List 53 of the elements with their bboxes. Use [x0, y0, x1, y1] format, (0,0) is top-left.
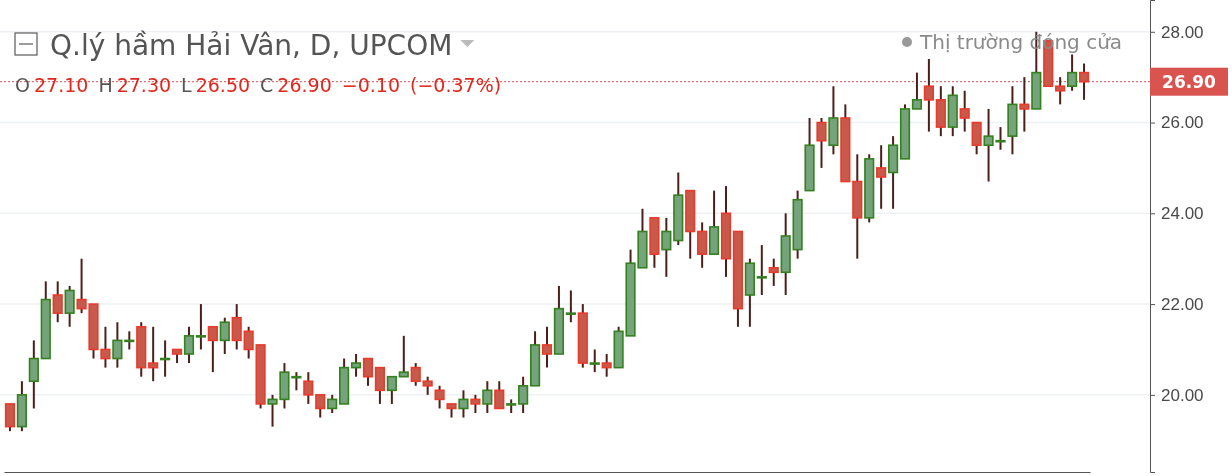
text: Q.lý hầm Hải Vân, D, UPCOM: [50, 29, 453, 62]
candlestick: [1078, 62, 1090, 101]
candlestick: [1019, 76, 1030, 133]
candlestick: [219, 316, 230, 355]
y-tick-label: 22.00: [1161, 295, 1204, 315]
candlestick: [470, 393, 481, 414]
candlestick: [422, 375, 433, 396]
text: O 27.10 H 27.30 L 26.50 C 26.90 −0.10 (−0.37%): [15, 74, 502, 96]
candlestick: [386, 375, 397, 405]
candlestick: [362, 357, 374, 387]
candlestick: [923, 58, 934, 133]
candlestick: [195, 303, 207, 351]
candlestick: [183, 325, 195, 365]
candlestick: [327, 393, 338, 414]
candlestick: [697, 221, 708, 269]
candlestick: [768, 257, 779, 287]
candlestick: [494, 380, 505, 410]
candlestick: [398, 334, 409, 378]
candlestick: [565, 289, 576, 324]
y-tick-label: 28.00: [1161, 22, 1204, 42]
candlestick: [315, 393, 326, 419]
candlestick: [434, 384, 445, 410]
candlestick: [64, 284, 75, 328]
y-tick-label: 24.00: [1161, 204, 1204, 224]
candlestick: [207, 325, 218, 374]
candlestick: [876, 144, 887, 210]
candlestick: [971, 121, 982, 156]
candlestick: [458, 389, 469, 419]
candlestick: [350, 353, 362, 378]
candlestick: [148, 325, 159, 383]
candlestick: [911, 71, 923, 110]
candlestick: [601, 353, 612, 378]
candlestick: [756, 244, 767, 296]
y-tick-label: 20.00: [1161, 385, 1204, 405]
candlestick: [541, 325, 553, 369]
candlestick: [4, 402, 16, 433]
candlestick: [303, 371, 314, 405]
candlestick: [410, 362, 421, 387]
y-tick-label: 26.00: [1161, 113, 1204, 133]
candlestick: [482, 380, 493, 414]
candlestick: [374, 366, 386, 405]
ref-line-label: 26.90: [1162, 71, 1217, 92]
candlestick: [959, 89, 970, 133]
candlestick: [1067, 53, 1078, 92]
candlestick: [52, 280, 63, 324]
candlestick: [112, 321, 123, 369]
candlestick: [1055, 76, 1066, 106]
candlestick: [589, 348, 600, 374]
candlestick: [661, 216, 672, 278]
candlestick: [816, 117, 827, 169]
candlestick: [28, 339, 39, 410]
candlestick: [518, 375, 529, 414]
candlestick: [231, 303, 242, 351]
